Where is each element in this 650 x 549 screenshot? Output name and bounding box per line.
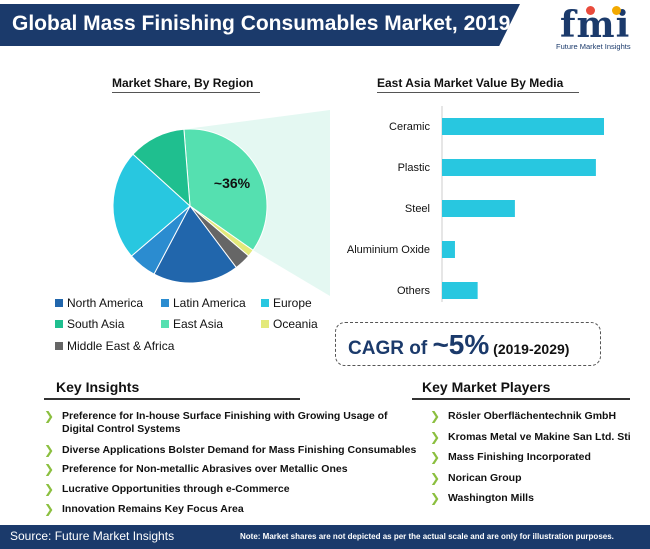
legend-label: North America [67,296,144,310]
bar-title-underline [377,92,579,93]
pie-slice-east-asia [183,128,268,251]
insight-item: Preference for In-house Surface Finishin… [62,410,388,422]
cagr-value: ~5% [432,329,490,360]
logo-subtitle: Future Market Insights [556,42,631,51]
legend-item-middle-east-africa: Middle East & Africa [55,339,174,353]
chevron-right-icon: ❯ [430,430,441,444]
cagr-box: CAGR of ~5% (2019-2029) [335,322,601,366]
pie-chart: ~36% [112,110,330,296]
bar-steel [442,200,515,217]
pie-slice-europe [112,153,191,257]
player-item: Norican Group [448,472,522,484]
legend-label: Oceania [273,317,318,331]
legend-item-east-asia: East Asia [161,317,223,331]
title-bar [0,4,520,46]
key-players-title: Key Market Players [422,379,551,395]
chevron-right-icon: ❯ [430,491,441,505]
legend-item-oceania: Oceania [261,317,318,331]
bar-label: Ceramic [389,121,430,133]
bar-label: Plastic [398,162,431,174]
footer-source: Source: Future Market Insights [10,529,175,543]
legend-swatch [55,342,63,350]
legend-swatch [261,320,269,328]
bar-chart: Ceramic Plastic Steel Aluminium Oxide Others [347,106,604,302]
logo-dot-icon [586,6,595,15]
chevron-right-icon: ❯ [44,443,55,457]
legend-item-south-asia: South Asia [55,317,124,331]
insight-item-cont: Digital Control Systems [62,423,181,435]
bar-label: Aluminium Oxide [347,244,430,256]
bar-title: East Asia Market Value By Media [377,76,564,90]
insight-item: Preference for Non-metallic Abrasives ov… [62,463,348,475]
insight-item: Lucrative Opportunities through e-Commer… [62,483,290,495]
chevron-right-icon: ❯ [430,471,441,485]
legend-swatch [161,320,169,328]
footer-note: Note: Market shares are not depicted as … [240,532,614,541]
pie-annotation: ~36% [214,175,251,191]
legend-label: Europe [273,296,312,310]
cagr-text: CAGR of ~5% (2019-2029) [348,329,569,361]
cagr-prefix: CAGR of [348,338,433,359]
legend-item-europe: Europe [261,296,312,310]
bar-label: Others [397,285,431,297]
player-item: Washington Mills [448,492,534,504]
chevron-right-icon: ❯ [44,482,55,496]
legend-swatch [261,299,269,307]
bar-others [442,282,478,299]
insight-item: Innovation Remains Key Focus Area [62,503,244,515]
key-insights-title: Key Insights [56,379,140,395]
legend-item-north-america: North America [55,296,143,310]
pie-title-underline [112,92,260,93]
key-insights-divider [44,398,300,400]
chevron-right-icon: ❯ [44,502,55,516]
player-item: Kromas Metal ve Makine San Ltd. Sti [448,431,631,443]
legend-swatch [55,299,63,307]
key-players-divider [412,398,630,400]
pie-title: Market Share, By Region [112,76,254,90]
fmi-logo: fmi Future Market Insights [556,4,642,56]
bar-plastic [442,159,596,176]
bar-ceramic [442,118,604,135]
player-item: Rösler Oberflächentechnik GmbH [448,410,617,422]
logo-dot-icon [612,6,621,15]
bar-label: Steel [405,203,430,215]
pie-slice-north-america [153,205,237,284]
chevron-right-icon: ❯ [430,450,441,464]
cagr-period: (2019-2029) [489,341,570,357]
header: Global Mass Finishing Consumables Market… [0,0,650,62]
footer: Source: Future Market Insights Note: Mar… [0,525,650,549]
legend-label: East Asia [173,317,224,331]
legend-label: Middle East & Africa [67,339,175,353]
legend-swatch [55,320,63,328]
pie-slice-south-asia [132,128,191,208]
bar-aluminium-oxide [442,241,455,258]
legend-item-latin-america: Latin America [161,296,246,310]
player-item: Mass Finishing Incorporated [448,451,591,463]
legend-swatch [161,299,169,307]
chevron-right-icon: ❯ [44,462,55,476]
page-title: Global Mass Finishing Consumables Market… [12,12,511,35]
legend-label: South Asia [67,317,125,331]
legend-label: Latin America [173,296,246,310]
chevron-right-icon: ❯ [44,409,55,423]
chevron-right-icon: ❯ [430,409,441,423]
insight-item: Diverse Applications Bolster Demand for … [62,444,417,456]
